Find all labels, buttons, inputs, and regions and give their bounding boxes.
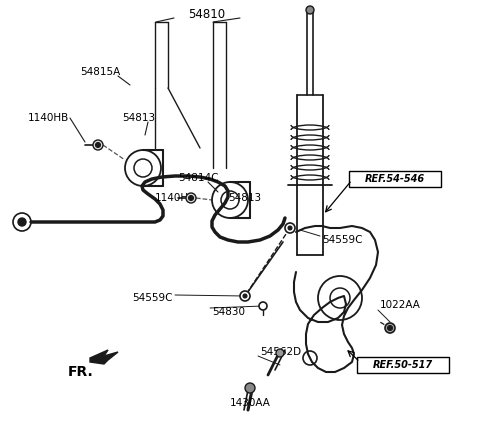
Polygon shape [90,350,118,364]
Text: 54559C: 54559C [322,235,362,245]
Text: 1430AA: 1430AA [229,398,270,408]
Circle shape [276,349,284,357]
Circle shape [93,140,103,150]
Text: 54810: 54810 [189,7,226,20]
Text: 54559C: 54559C [132,293,172,303]
Text: 54815A: 54815A [80,67,120,77]
Circle shape [306,6,314,14]
Text: REF.50-517: REF.50-517 [373,360,433,370]
Text: 54562D: 54562D [260,347,301,357]
Circle shape [96,143,100,147]
Text: 54830: 54830 [212,307,245,317]
Circle shape [245,383,255,393]
Text: REF.54-546: REF.54-546 [365,174,425,184]
Circle shape [186,193,196,203]
Circle shape [285,223,295,233]
Text: 1022AA: 1022AA [380,300,421,310]
Text: 1140HB: 1140HB [28,113,69,123]
Text: 54813: 54813 [122,113,155,123]
Circle shape [259,302,267,310]
Text: 1140HB: 1140HB [155,193,196,203]
Text: FR.: FR. [68,365,94,379]
Circle shape [189,196,193,200]
Text: 54813: 54813 [228,193,261,203]
Circle shape [387,325,393,330]
Circle shape [243,294,247,298]
Circle shape [385,323,395,333]
Circle shape [18,218,26,226]
Circle shape [240,291,250,301]
Circle shape [288,226,292,230]
Text: 54814C: 54814C [178,173,218,183]
